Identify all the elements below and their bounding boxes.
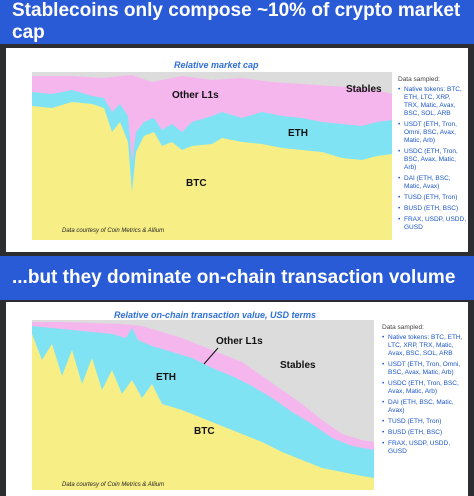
- bottom-legend-item: USDC (ETH, Tron, BSC, Avax, Matic, Arb): [382, 380, 466, 396]
- bottom-label-eth: ETH: [156, 372, 176, 383]
- bottom-area-chart: [32, 320, 374, 490]
- top-credit: Data courtesy of Coin Metrics & Allium: [62, 228, 165, 234]
- top-label-other-l1s: Other L1s: [172, 90, 219, 101]
- bottom-legend-item: FRAX, USDP, USDD, GUSD: [382, 440, 466, 456]
- bottom-legend-item: USDT (ETH, Tron, Omni, BSC, Avax, Matic,…: [382, 361, 466, 377]
- top-legend: Data sampled: Native tokens: BTC, ETH, L…: [398, 76, 466, 235]
- bottom-label-other-l1s: Other L1s: [216, 336, 263, 347]
- bottom-legend-item: DAI (ETH, BSC, Matic, Avax): [382, 399, 466, 415]
- top-banner-title: Stablecoins only compose ~10% of crypto …: [12, 0, 461, 43]
- top-area-chart-svg: [32, 72, 392, 240]
- btc-area: [32, 102, 392, 240]
- top-label-eth: ETH: [288, 128, 308, 139]
- bottom-chart-title: Relative on-chain transaction value, USD…: [114, 310, 317, 320]
- top-legend-item: USDC (ETH, Tron, BSC, Avax, Matic, Arb): [398, 148, 466, 172]
- bottom-banner-title: ...but they dominate on-chain transactio…: [12, 267, 456, 288]
- top-legend-item: USDT (ETH, Tron, Omni, BSC, Avax, Matic,…: [398, 121, 466, 145]
- bottom-legend-item: BUSD (ETH, BSC): [382, 429, 466, 437]
- top-legend-item: TUSD (ETH, Tron): [398, 194, 466, 202]
- top-label-stables: Stables: [346, 84, 382, 95]
- top-legend-item: DAI (ETH, BSC, Matic, Avax): [398, 175, 466, 191]
- bottom-legend-item: Native tokens: BTC, ETH, LTC, XRP, TRX, …: [382, 334, 466, 358]
- top-chart-panel: Relative market cap Other L1s Stables ET…: [6, 48, 468, 252]
- top-chart-title: Relative market cap: [174, 60, 259, 70]
- bottom-label-stables: Stables: [280, 360, 316, 371]
- bottom-legend-heading: Data sampled:: [382, 324, 424, 331]
- bottom-label-btc: BTC: [194, 426, 215, 437]
- btc-area: [32, 334, 374, 490]
- bottom-credit: Data courtesy of Coin Metrics & Allium: [62, 482, 165, 488]
- top-label-btc: BTC: [186, 178, 207, 189]
- top-legend-item: Native tokens: BTC, ETH, LTC, XRP, TRX, …: [398, 86, 466, 118]
- top-legend-item: FRAX, USDP, USDD, GUSD: [398, 216, 466, 232]
- other-l1s-pointer: [203, 347, 219, 365]
- bottom-legend: Data sampled: Native tokens: BTC, ETH, L…: [382, 324, 466, 459]
- bottom-chart-panel: Relative on-chain transaction value, USD…: [6, 302, 468, 496]
- top-area-chart: [32, 72, 392, 240]
- bottom-legend-item: TUSD (ETH, Tron): [382, 418, 466, 426]
- bottom-banner: ...but they dominate on-chain transactio…: [0, 256, 474, 300]
- top-banner: Stablecoins only compose ~10% of crypto …: [0, 0, 474, 44]
- top-x-axis: [32, 241, 392, 249]
- bottom-area-chart-svg: [32, 320, 374, 490]
- top-legend-heading: Data sampled:: [398, 76, 440, 83]
- top-legend-item: BUSD (ETH, BSC): [398, 205, 466, 213]
